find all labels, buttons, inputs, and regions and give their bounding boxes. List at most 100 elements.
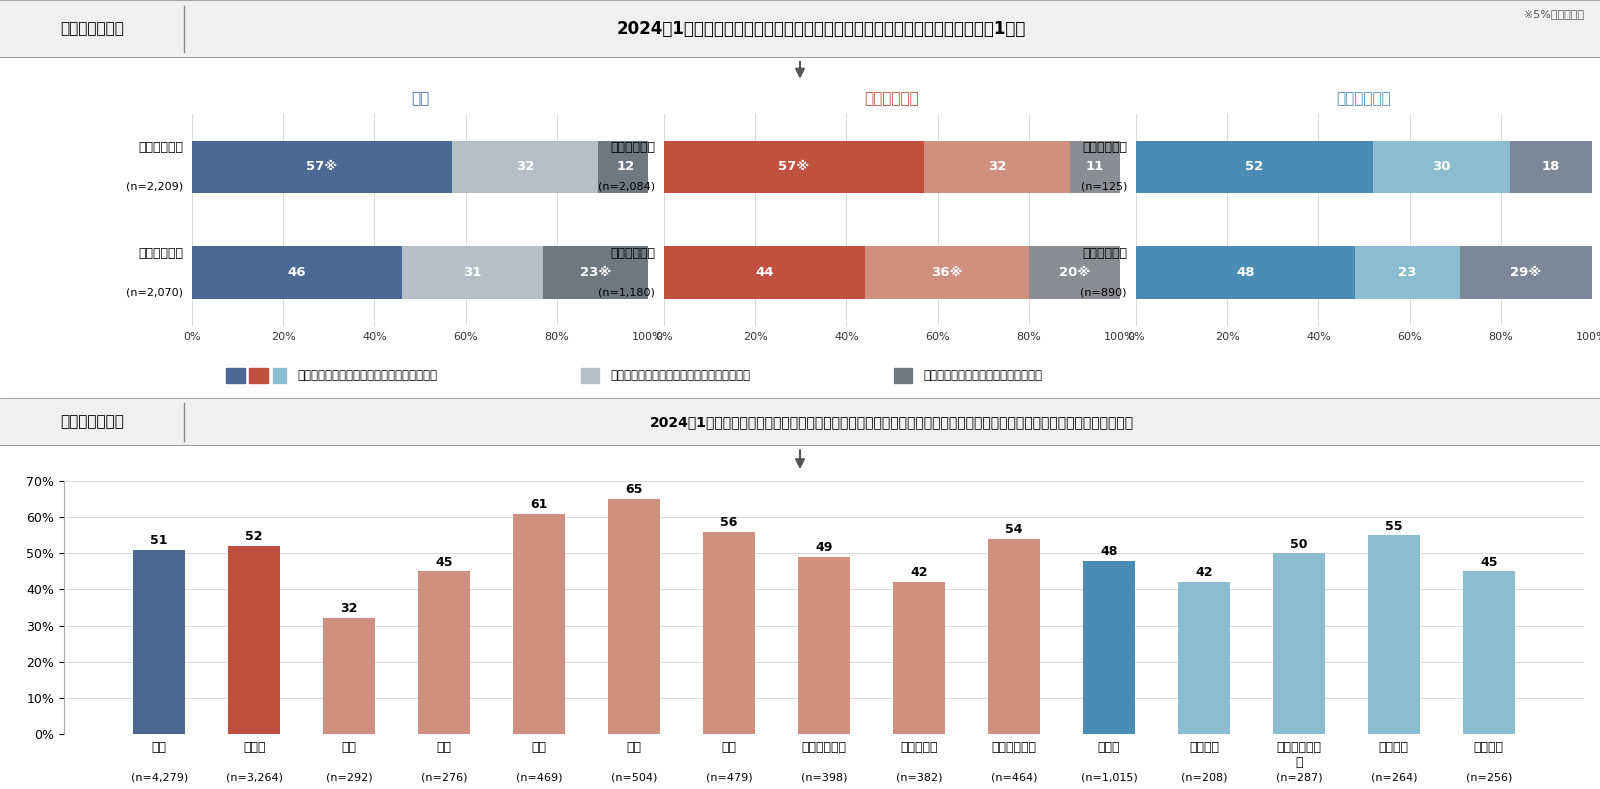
Text: 訪日経験あり: 訪日経験あり	[610, 141, 654, 155]
Text: アジア居住者: アジア居住者	[864, 91, 920, 106]
Text: 0%: 0%	[182, 332, 202, 342]
Text: 80%: 80%	[1488, 332, 1514, 342]
Text: 能登半島地震が起きたことを知らない: 能登半島地震が起きたことを知らない	[923, 369, 1042, 383]
Text: 61: 61	[531, 498, 547, 510]
Text: 20%: 20%	[742, 332, 768, 342]
Bar	[542, 246, 648, 300]
Text: 46: 46	[288, 267, 306, 279]
Text: 20%: 20%	[270, 332, 296, 342]
Text: (n=4,279): (n=4,279)	[131, 772, 187, 783]
Text: (n=1,180): (n=1,180)	[598, 287, 654, 297]
Bar	[598, 140, 653, 193]
Text: 2024年1月に発生した能登半島地震による訪日旅行への影響について、「影響がない」と回答した人の割合（国・地域別）: 2024年1月に発生した能登半島地震による訪日旅行への影響について、「影響がない…	[650, 415, 1134, 429]
Text: (n=2,070): (n=2,070)	[126, 287, 182, 297]
Text: (n=504): (n=504)	[611, 772, 658, 783]
Text: (n=890): (n=890)	[1080, 287, 1126, 297]
Text: (n=2,209): (n=2,209)	[126, 181, 182, 191]
Bar	[133, 550, 186, 734]
Text: 40%: 40%	[362, 332, 387, 342]
Text: 44: 44	[755, 267, 773, 279]
Text: 60%: 60%	[453, 332, 478, 342]
Bar	[192, 140, 451, 193]
Text: 31: 31	[464, 267, 482, 279]
Text: 2024年1月に発生した能登半島地震による訪日旅行への影響について（回答は1つ）: 2024年1月に発生した能登半島地震による訪日旅行への影響について（回答は1つ）	[616, 20, 1026, 38]
Text: 全体: 全体	[411, 91, 429, 106]
Bar	[1178, 582, 1230, 734]
Bar	[1462, 571, 1515, 734]
Bar	[923, 140, 1070, 193]
Text: 100%: 100%	[1576, 332, 1600, 342]
Text: 48: 48	[1237, 267, 1254, 279]
Bar	[229, 546, 280, 734]
Bar	[250, 368, 267, 383]
Text: 23※: 23※	[579, 267, 611, 279]
Text: 80%: 80%	[1016, 332, 1042, 342]
Text: 0%: 0%	[654, 332, 674, 342]
Text: (n=398): (n=398)	[800, 772, 848, 783]
Text: 32: 32	[987, 160, 1006, 174]
Bar	[1510, 140, 1592, 193]
Bar	[864, 246, 1029, 300]
Text: 訪日経験あり: 訪日経験あり	[1082, 141, 1126, 155]
Bar	[274, 368, 286, 383]
Bar	[1272, 553, 1325, 734]
Bar	[581, 368, 598, 383]
Text: 30: 30	[1432, 160, 1451, 174]
Text: 100%: 100%	[1104, 332, 1136, 342]
Text: 36※: 36※	[931, 267, 963, 279]
Text: 60%: 60%	[1397, 332, 1422, 342]
Bar	[227, 368, 245, 383]
Bar	[1373, 140, 1510, 193]
Bar	[192, 246, 402, 300]
Text: 56: 56	[720, 516, 738, 529]
Bar	[1136, 140, 1373, 193]
Text: 45: 45	[435, 555, 453, 569]
Text: 訪日経験なし: 訪日経験なし	[1082, 248, 1126, 260]
Text: (n=125): (n=125)	[1080, 181, 1126, 191]
Text: 57※: 57※	[778, 160, 810, 174]
Text: 57※: 57※	[306, 160, 338, 174]
Text: 訪日経験なし: 訪日経験なし	[610, 248, 654, 260]
Text: 54: 54	[1005, 523, 1022, 536]
Text: (n=469): (n=469)	[515, 772, 562, 783]
Text: (n=3,264): (n=3,264)	[226, 772, 283, 783]
Text: 40%: 40%	[1306, 332, 1331, 342]
Text: 32: 32	[341, 603, 358, 615]
Bar	[1459, 246, 1592, 300]
Text: 0%: 0%	[1126, 332, 1146, 342]
Bar	[798, 557, 850, 734]
Text: 60%: 60%	[925, 332, 950, 342]
Text: 18: 18	[1542, 160, 1560, 174]
Bar	[608, 499, 661, 734]
Bar	[1070, 140, 1120, 193]
Bar	[514, 514, 565, 734]
Bar	[1368, 536, 1419, 734]
Text: (n=264): (n=264)	[1371, 772, 1418, 783]
Text: 42: 42	[910, 567, 928, 579]
Text: (n=292): (n=292)	[326, 772, 373, 783]
Text: (n=208): (n=208)	[1181, 772, 1227, 783]
Text: 51: 51	[150, 534, 168, 547]
Text: ※5%水準で有意: ※5%水準で有意	[1523, 9, 1584, 19]
Text: (n=2,084): (n=2,084)	[598, 181, 654, 191]
Text: 45: 45	[1480, 555, 1498, 569]
Text: 42: 42	[1195, 567, 1213, 579]
Text: 65: 65	[626, 484, 643, 496]
Text: 訪日旅行意向者: 訪日旅行意向者	[61, 414, 123, 430]
Text: 50: 50	[1290, 537, 1307, 551]
Text: (n=382): (n=382)	[896, 772, 942, 783]
Text: 55: 55	[1386, 519, 1403, 533]
Text: (n=256): (n=256)	[1466, 772, 1512, 783]
Bar	[987, 539, 1040, 734]
Text: 29※: 29※	[1510, 267, 1541, 279]
Text: (n=479): (n=479)	[706, 772, 752, 783]
Text: 32: 32	[515, 160, 534, 174]
Text: (n=464): (n=464)	[990, 772, 1037, 783]
Bar	[451, 140, 598, 193]
Text: 20%: 20%	[1214, 332, 1240, 342]
Bar	[664, 246, 864, 300]
Text: 能登半島地震による訪日旅行への影響はない: 能登半島地震による訪日旅行への影響はない	[298, 369, 437, 383]
Text: 12: 12	[616, 160, 634, 174]
Text: 52: 52	[245, 530, 262, 544]
Bar	[664, 140, 923, 193]
